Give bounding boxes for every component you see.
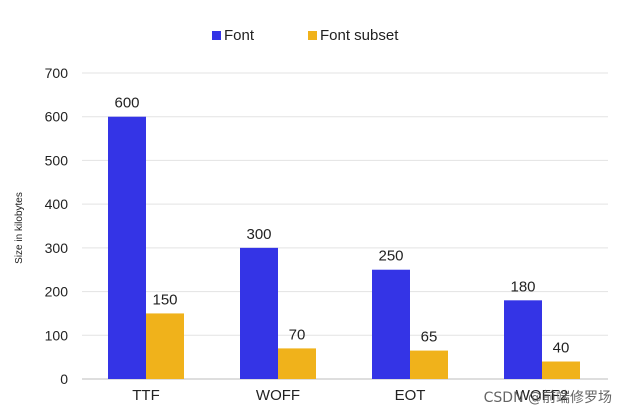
- data-label: 150: [152, 291, 177, 308]
- x-tick-label: WOFF2: [516, 387, 569, 404]
- y-tick-label: 700: [45, 65, 69, 81]
- y-axis-ticks: 0 100 200 300 400 500 600 700: [45, 65, 69, 387]
- y-tick-label: 500: [45, 152, 69, 168]
- bar-woff-font: [240, 247, 278, 379]
- legend: Font Font subset: [212, 27, 399, 44]
- y-tick-label: 200: [45, 284, 69, 300]
- legend-label: Font subset: [320, 27, 399, 44]
- bar-woff2-font-subset: [542, 361, 580, 379]
- legend-swatch: [308, 31, 317, 40]
- bars: 600 150 300 70 250 65 180 40: [108, 95, 580, 379]
- y-axis-label: Size in kilobytes: [14, 192, 25, 264]
- data-label: 70: [289, 326, 306, 343]
- bar-ttf-font-subset: [146, 313, 184, 379]
- data-label: 180: [510, 278, 535, 295]
- data-label: 600: [114, 95, 139, 112]
- y-tick-label: 300: [45, 240, 69, 256]
- y-tick-label: 0: [60, 371, 68, 387]
- y-tick-label: 400: [45, 196, 69, 212]
- watermark: CSDN @前端修罗场: [484, 389, 612, 406]
- y-tick-label: 600: [45, 109, 69, 125]
- bar-eot-font: [372, 269, 410, 379]
- data-label: 65: [421, 329, 438, 346]
- data-label: 40: [553, 340, 570, 357]
- bar-woff2-font: [504, 300, 542, 379]
- bar-ttf-font: [108, 116, 146, 379]
- x-tick-label: WOFF: [256, 387, 300, 404]
- legend-swatch: [212, 31, 221, 40]
- y-tick-label: 100: [45, 327, 69, 343]
- data-label: 300: [246, 226, 271, 243]
- x-tick-label: TTF: [132, 387, 160, 404]
- x-axis-categories: TTF WOFF EOT WOFF2: [132, 387, 568, 404]
- x-tick-label: EOT: [395, 387, 426, 404]
- legend-label: Font: [224, 27, 255, 44]
- bar-woff-font-subset: [278, 348, 316, 379]
- bar-eot-font-subset: [410, 350, 448, 379]
- data-label: 250: [378, 248, 403, 265]
